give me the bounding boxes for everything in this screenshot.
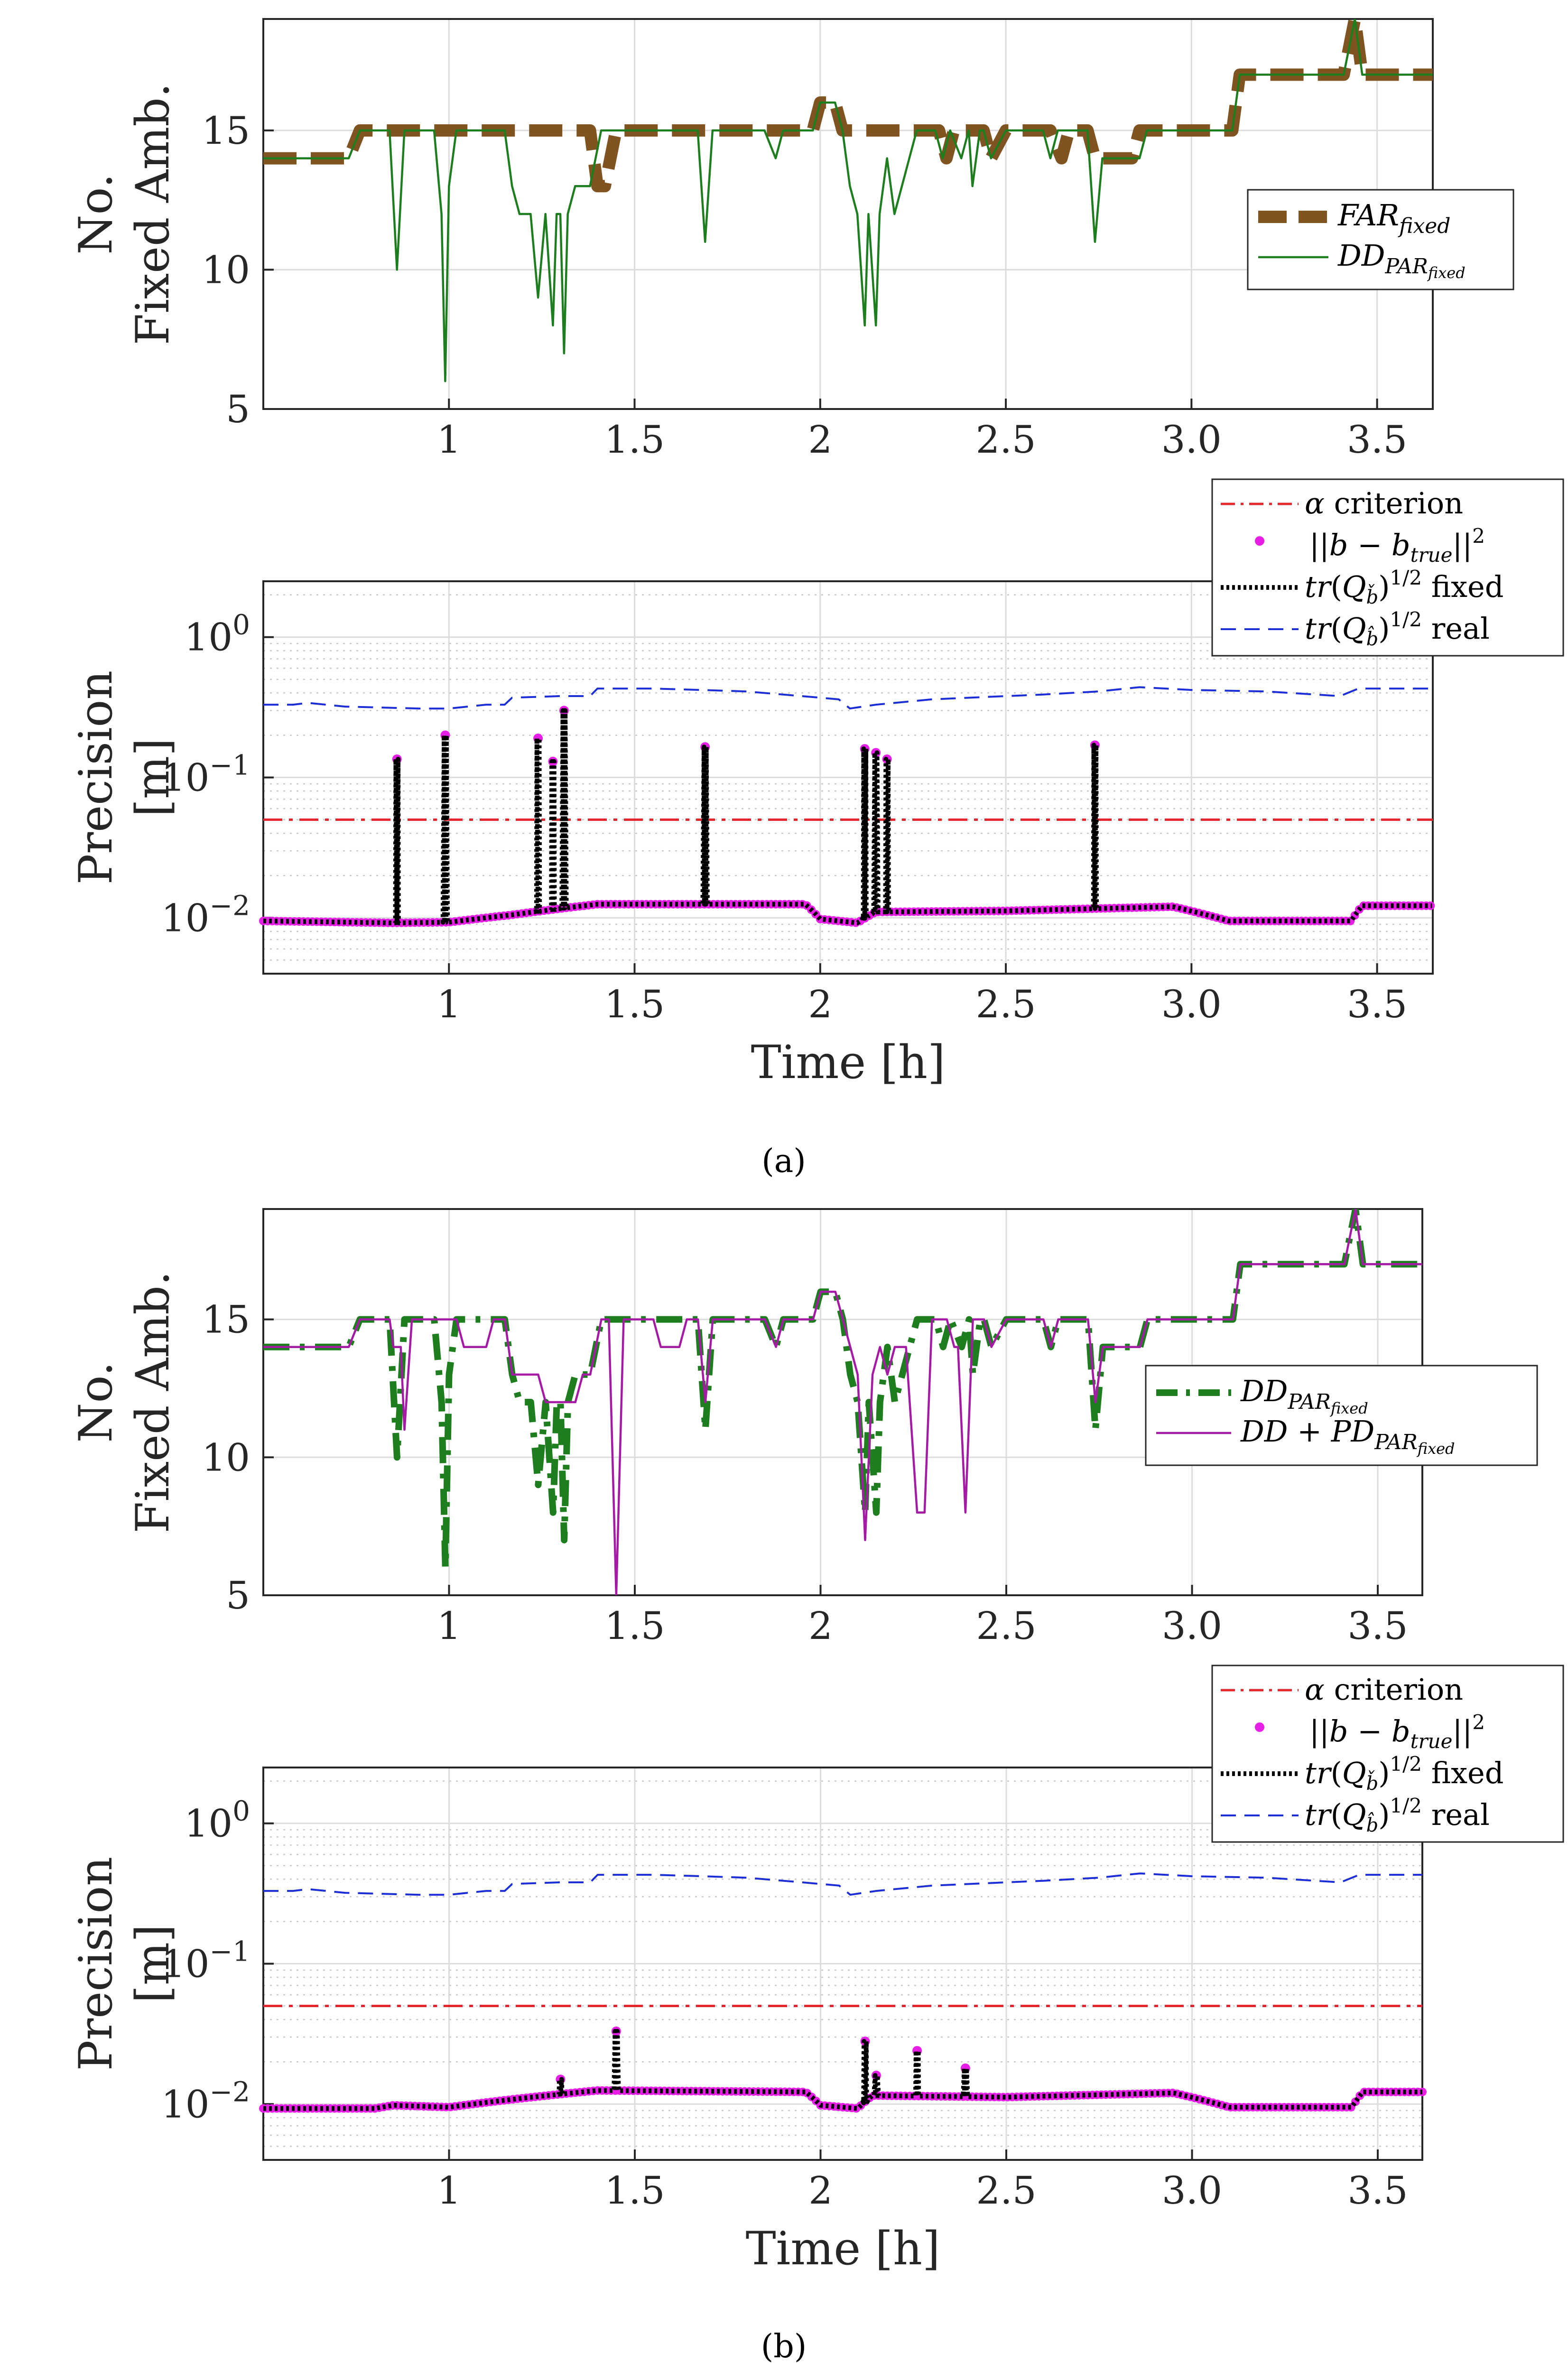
legend-label-error: ||b − btrue||2: [1309, 1711, 1485, 1753]
series-group: [259, 1872, 1427, 2113]
x-tick-label: 2: [808, 1604, 833, 1648]
x-tick-label: 1: [437, 418, 461, 462]
y-axis-label: No. Fixed Amb.: [69, 83, 179, 345]
legend-box: [1211, 478, 1564, 657]
y-tick-label: 10−1: [161, 749, 250, 800]
x-tick-label: 3.0: [1161, 418, 1222, 462]
y-tick-label: 5: [226, 1573, 250, 1618]
x-tick-label: 2: [808, 982, 832, 1026]
x-tick-label: 1: [437, 2168, 461, 2213]
y-axis-label-line2: [m]: [126, 738, 179, 817]
y-tick-label: 10−2: [161, 2075, 250, 2126]
y-axis-label: No. Fixed Amb.: [69, 1271, 179, 1534]
x-tick-label: 3.5: [1347, 982, 1407, 1026]
y-axis-label-line1: Precision: [69, 670, 122, 884]
x-tick-label: 1.5: [604, 982, 665, 1026]
y-tick-label: 5: [226, 387, 250, 431]
x-tick-label: 2.5: [975, 418, 1036, 462]
series-fixed: [262, 708, 1433, 925]
legend-label-dd: DDPARfixed: [1337, 238, 1466, 282]
y-axis-label-line2: [m]: [126, 1925, 179, 2003]
grid: [263, 1768, 1422, 2161]
x-tick-label: 1.5: [604, 2168, 665, 2213]
x-tick-label: 1: [437, 982, 461, 1026]
legend-label-alpha: α criterion: [1305, 486, 1463, 521]
legend-swatch-dots: [1255, 536, 1264, 546]
legend-label-error: ||b − btrue||2: [1309, 524, 1485, 567]
y-axis-label-line2: Fixed Amb.: [126, 83, 179, 345]
series-fixed: [262, 2028, 1423, 2111]
series-real: [263, 686, 1433, 710]
y-tick-label: 10−1: [161, 1935, 250, 1986]
legend-label-far: FARfixed: [1337, 198, 1450, 238]
series-error-dots: [259, 706, 1435, 927]
series-group: [263, 19, 1433, 382]
x-tick-label: 3.5: [1347, 418, 1407, 462]
x-tick-label: 2: [808, 2168, 833, 2213]
legend: α criterion||b − btrue||2tr(Qb̌)1/2 fixe…: [1211, 478, 1564, 657]
legend-label-real: tr(Qb̂)1/2 real: [1305, 608, 1490, 650]
y-tick-label: 10: [202, 248, 250, 292]
y-tick-label: 10: [202, 1435, 250, 1479]
series-real: [263, 1872, 1422, 1896]
x-tick-label: 2.5: [976, 1604, 1036, 1648]
x-tick-label: 1.5: [604, 1604, 665, 1648]
x-tick-label: 2.5: [975, 982, 1036, 1026]
legend-swatch-dots: [1255, 1722, 1264, 1732]
x-tick-label: 2: [808, 418, 832, 462]
caption-a: (a): [761, 1143, 806, 1180]
legend-label-fixed: tr(Qb̌)1/2 fixed: [1305, 566, 1503, 608]
legend-box: [1211, 1665, 1564, 1843]
legend-box: [1247, 189, 1514, 290]
x-tick-label: 3.5: [1347, 2168, 1408, 2213]
y-tick-label: 100: [184, 1795, 250, 1846]
legend-box: [1145, 1365, 1538, 1466]
series-dd-par-fixed: [263, 19, 1433, 382]
y-axis-label-line2: Fixed Amb.: [126, 1271, 179, 1534]
y-axis-label-line1: No.: [69, 174, 122, 255]
x-tick-label: 3.0: [1162, 2168, 1222, 2213]
y-axis-label-line1: No.: [69, 1362, 122, 1443]
axes-b_top: 1 1.5 2 2.5 3.0 3.5 5 10 15 No. Fixed Amb. DDPARfix…: [69, 1208, 1538, 1648]
x-axis-label: Time [h]: [746, 2222, 940, 2275]
x-tick-label: 2.5: [976, 2168, 1036, 2213]
series-dd-par-fixed: [263, 1209, 1422, 1571]
x-tick-label: 3.0: [1161, 982, 1222, 1026]
y-tick-label: 15: [202, 109, 250, 153]
legend-label-real: tr(Qb̂)1/2 real: [1305, 1794, 1490, 1836]
series-error-dots: [259, 2026, 1427, 2113]
y-axis-label: Precision [m]: [69, 1857, 179, 2071]
x-tick-label: 1.5: [604, 418, 665, 462]
series-dd-pd-par-fixed: [263, 1209, 1422, 1595]
x-tick-label: 1: [437, 1604, 461, 1648]
y-tick-label: 15: [202, 1298, 250, 1342]
legend: α criterion ||b − btrue||2tr(Qb̌)1/2 fixe…: [1211, 1665, 1564, 1843]
y-tick-label: 100: [184, 609, 250, 660]
x-tick-label: 3.5: [1347, 1604, 1408, 1648]
axes-a_top: 1 1.5 2 2.5 3.0 3.5 5 10 15 No. Fixed Amb. FARfixed…: [69, 18, 1514, 462]
legend-label-alpha: α criterion: [1305, 1672, 1463, 1707]
error-dot: [1426, 901, 1435, 910]
caption-b: (b): [761, 2328, 807, 2363]
y-axis-label: Precision [m]: [69, 670, 179, 884]
x-tick-label: 3.0: [1162, 1604, 1222, 1648]
legend-label-ddpd: DD + PDPARfixed: [1240, 1414, 1455, 1458]
series-far-fixed: [263, 19, 1433, 193]
legend-label-fixed: tr(Qb̌)1/2 fixed: [1305, 1752, 1503, 1795]
series-group: [259, 686, 1435, 927]
y-tick-label: 10−2: [161, 889, 250, 940]
series-group: [263, 1209, 1422, 1595]
x-axis-label: Time [h]: [751, 1036, 946, 1089]
y-axis-label-line1: Precision: [69, 1857, 122, 2071]
legend-label-dd: DDPARfixed: [1240, 1374, 1368, 1417]
